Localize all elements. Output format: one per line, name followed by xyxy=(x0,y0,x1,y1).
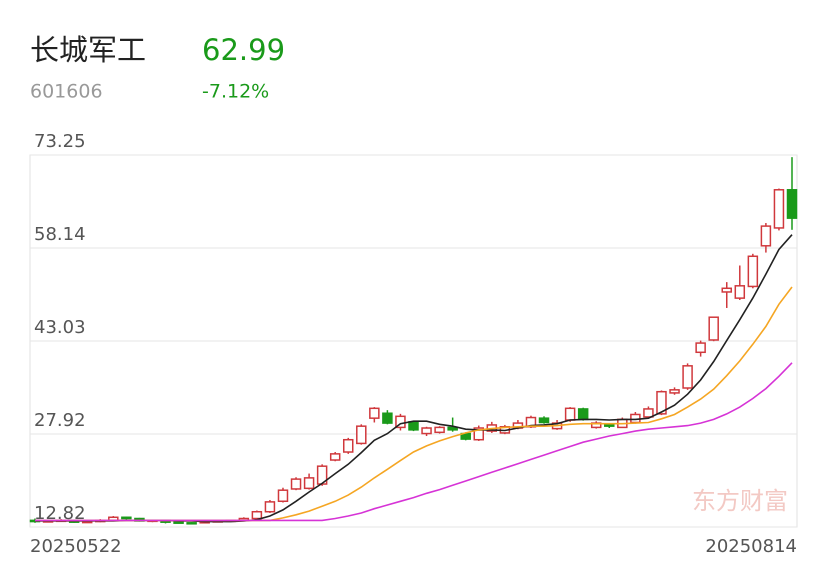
moving-average-line xyxy=(35,286,793,522)
watermark: 东方财富 xyxy=(692,487,788,515)
candle-body xyxy=(760,225,772,247)
candle-body xyxy=(773,189,785,229)
candle-body xyxy=(747,255,759,288)
candle-body xyxy=(669,389,680,394)
y-tick-label: 58.14 xyxy=(34,224,86,245)
candle-body xyxy=(303,477,315,490)
stock-code: 601606 xyxy=(30,81,103,103)
stock-name: 长城军工 xyxy=(30,33,146,67)
y-tick-label: 12.82 xyxy=(34,503,86,524)
candle-body xyxy=(329,453,341,461)
candle-body xyxy=(121,516,132,520)
candle-body xyxy=(173,521,184,524)
candle-body xyxy=(186,522,197,525)
candle-body xyxy=(382,412,393,424)
y-tick-label: 43.03 xyxy=(34,317,86,338)
candle-body xyxy=(290,478,302,490)
candle-body xyxy=(695,342,706,354)
candle-body xyxy=(734,285,746,299)
x-tick-label: 20250814 xyxy=(705,536,797,557)
candle-body xyxy=(408,421,419,431)
candle-body xyxy=(721,287,732,293)
candle-body xyxy=(264,501,276,513)
candle-body xyxy=(682,365,693,389)
stock-price: 62.99 xyxy=(202,33,285,67)
candle-body xyxy=(604,424,615,427)
candle-body xyxy=(786,189,798,219)
candle-body xyxy=(447,426,458,431)
candle-body xyxy=(421,427,432,435)
candle-body xyxy=(538,417,550,424)
moving-average-line xyxy=(35,362,793,522)
candle-body xyxy=(708,316,719,341)
candle-body xyxy=(564,407,576,421)
y-tick-label: 27.92 xyxy=(34,410,86,431)
candle-body xyxy=(395,415,406,429)
candle-body xyxy=(643,408,654,418)
candle-body xyxy=(434,426,445,434)
moving-average-line xyxy=(35,234,793,523)
candle-body xyxy=(277,489,289,503)
x-tick-label: 20250522 xyxy=(30,536,122,557)
candle-body xyxy=(356,425,367,445)
candle-body xyxy=(251,510,263,520)
candle-body xyxy=(473,427,485,441)
y-tick-label: 73.25 xyxy=(34,131,86,152)
candle-body xyxy=(342,438,354,453)
price-change: -7.12% xyxy=(202,81,269,103)
candle-body xyxy=(656,390,667,415)
candle-body xyxy=(577,408,589,421)
candle-body xyxy=(369,407,380,419)
